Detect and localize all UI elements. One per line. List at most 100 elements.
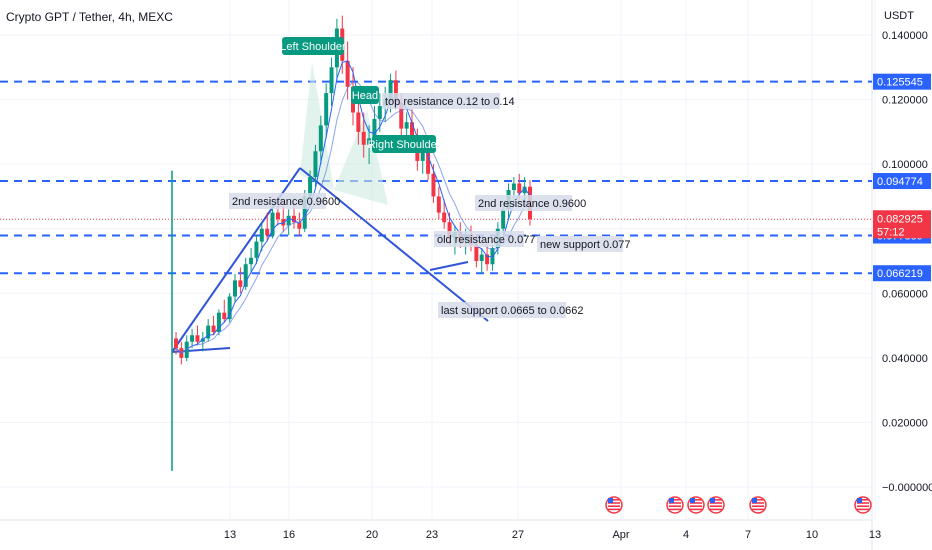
- x-tick-label: 16: [283, 529, 295, 541]
- candle-body: [297, 222, 302, 229]
- us-flag-icon[interactable]: [605, 496, 623, 514]
- flag-stripe: [710, 499, 722, 501]
- candle-body: [259, 228, 264, 242]
- candle-body: [281, 219, 286, 226]
- candle-body: [265, 228, 270, 236]
- candle-body: [399, 102, 404, 129]
- candle-body: [233, 280, 237, 297]
- last-support-label-bg: [438, 302, 566, 318]
- candle-body: [249, 257, 254, 265]
- flag-stripe: [752, 499, 764, 501]
- left-shoulder-fill: [300, 62, 334, 190]
- candle-body: [270, 212, 275, 236]
- candle-body: [195, 335, 200, 342]
- right-shoulder-label-bg: [372, 135, 436, 153]
- currency-label: USDT: [884, 10, 914, 22]
- flag-stripe: [690, 508, 702, 511]
- candle-body: [345, 60, 350, 87]
- candle-body: [243, 264, 248, 287]
- x-tick-label: 10: [806, 529, 818, 541]
- x-tick-label: 7: [745, 529, 751, 541]
- candle-body: [238, 280, 243, 287]
- flag-canton: [710, 498, 715, 503]
- second-resistance-left-label: 2nd resistance 0.9600: [232, 196, 340, 208]
- candle-body: [372, 118, 377, 139]
- flag-canton: [669, 498, 674, 503]
- candle-body: [324, 93, 329, 126]
- time-axis: 13 16 20 23 27 Apr 4 7 10 13: [224, 529, 881, 541]
- candle-body: [275, 212, 280, 220]
- y-tick-label: 0.060000: [882, 288, 928, 300]
- candle-body: [522, 186, 527, 194]
- downtrend-line: [299, 167, 489, 322]
- candle-body: [222, 312, 227, 320]
- candle-body: [426, 151, 431, 174]
- x-tick-label: 27: [512, 529, 524, 541]
- us-flag-icon[interactable]: [687, 496, 705, 514]
- flag-stripe: [710, 505, 722, 507]
- us-flag-icon[interactable]: [666, 496, 684, 514]
- top-resistance-label: top resistance 0.12 to 0.14: [385, 96, 515, 108]
- candle-body: [501, 209, 506, 229]
- flag-canton: [752, 498, 757, 503]
- flag-stripe: [690, 502, 702, 504]
- right-shoulder-label: Right Shoulder: [368, 139, 441, 151]
- us-flag-icon[interactable]: [707, 496, 725, 514]
- flag-stripe: [857, 499, 869, 501]
- us-flag-icon[interactable]: [749, 496, 767, 514]
- us-flag-icon[interactable]: [854, 496, 872, 514]
- candle-body: [479, 254, 484, 261]
- second-resistance-right-label: 2nd resistance 0.9600: [478, 198, 586, 210]
- flag-canton: [608, 498, 613, 503]
- candle-body: [190, 335, 195, 342]
- event-markers[interactable]: [605, 496, 872, 514]
- candle-body: [410, 122, 414, 139]
- y-tick-label: 0.120000: [882, 95, 928, 107]
- candle-body: [356, 112, 361, 132]
- second-resistance-left-label-bg: [229, 193, 326, 209]
- candle-body: [361, 131, 366, 145]
- candle-body: [227, 296, 232, 320]
- x-tick-label: 13: [869, 529, 881, 541]
- head-label: Head: [352, 90, 378, 102]
- flag-stripe: [608, 505, 620, 507]
- flag-stripe: [690, 505, 702, 507]
- candle-body: [206, 325, 211, 339]
- candle-body: [393, 80, 398, 103]
- candle-body: [485, 254, 490, 265]
- flag-stripe: [752, 505, 764, 507]
- candle-body: [377, 106, 382, 119]
- flag-stripe: [669, 502, 681, 504]
- candle-body: [318, 125, 323, 152]
- new-support-label-bg: [537, 236, 623, 252]
- flag-canton: [690, 498, 695, 503]
- second-resistance-right-label-bg: [475, 195, 572, 211]
- candle-body: [286, 215, 291, 226]
- flag-stripe: [857, 508, 869, 511]
- candle-body: [200, 338, 205, 342]
- level-price-tag: [873, 173, 931, 190]
- candle-body: [404, 122, 409, 129]
- x-tick-label: Apr: [612, 529, 629, 541]
- annotation-labels[interactable]: Left Shoulder Head Right Shoulder top resis…: [229, 37, 631, 318]
- left-shoulder-label-bg: [282, 37, 344, 55]
- candle-body: [420, 151, 425, 161]
- countdown-text: 57:12: [877, 226, 905, 238]
- old-resistance-label: old resistance 0.077: [437, 234, 535, 246]
- flag-stripe: [608, 499, 620, 501]
- candle-body: [436, 196, 441, 213]
- y-tick-label: −0.000000: [882, 482, 932, 494]
- chart-title: Crypto GPT / Tether, 4h, MEXC: [6, 10, 173, 24]
- head-label-bg: [351, 86, 379, 104]
- level-price-tag: [873, 265, 931, 282]
- candle-body: [308, 177, 313, 197]
- candle-body: [442, 212, 447, 223]
- new-support-label: new support 0.077: [540, 239, 631, 251]
- candle-body: [216, 312, 221, 333]
- grid: [0, 0, 876, 520]
- price-tags: 0.1255450.0947740.0778890.0662190.082925…: [873, 73, 931, 282]
- y-tick-label: 0.100000: [882, 159, 928, 171]
- flag-stripe: [669, 505, 681, 507]
